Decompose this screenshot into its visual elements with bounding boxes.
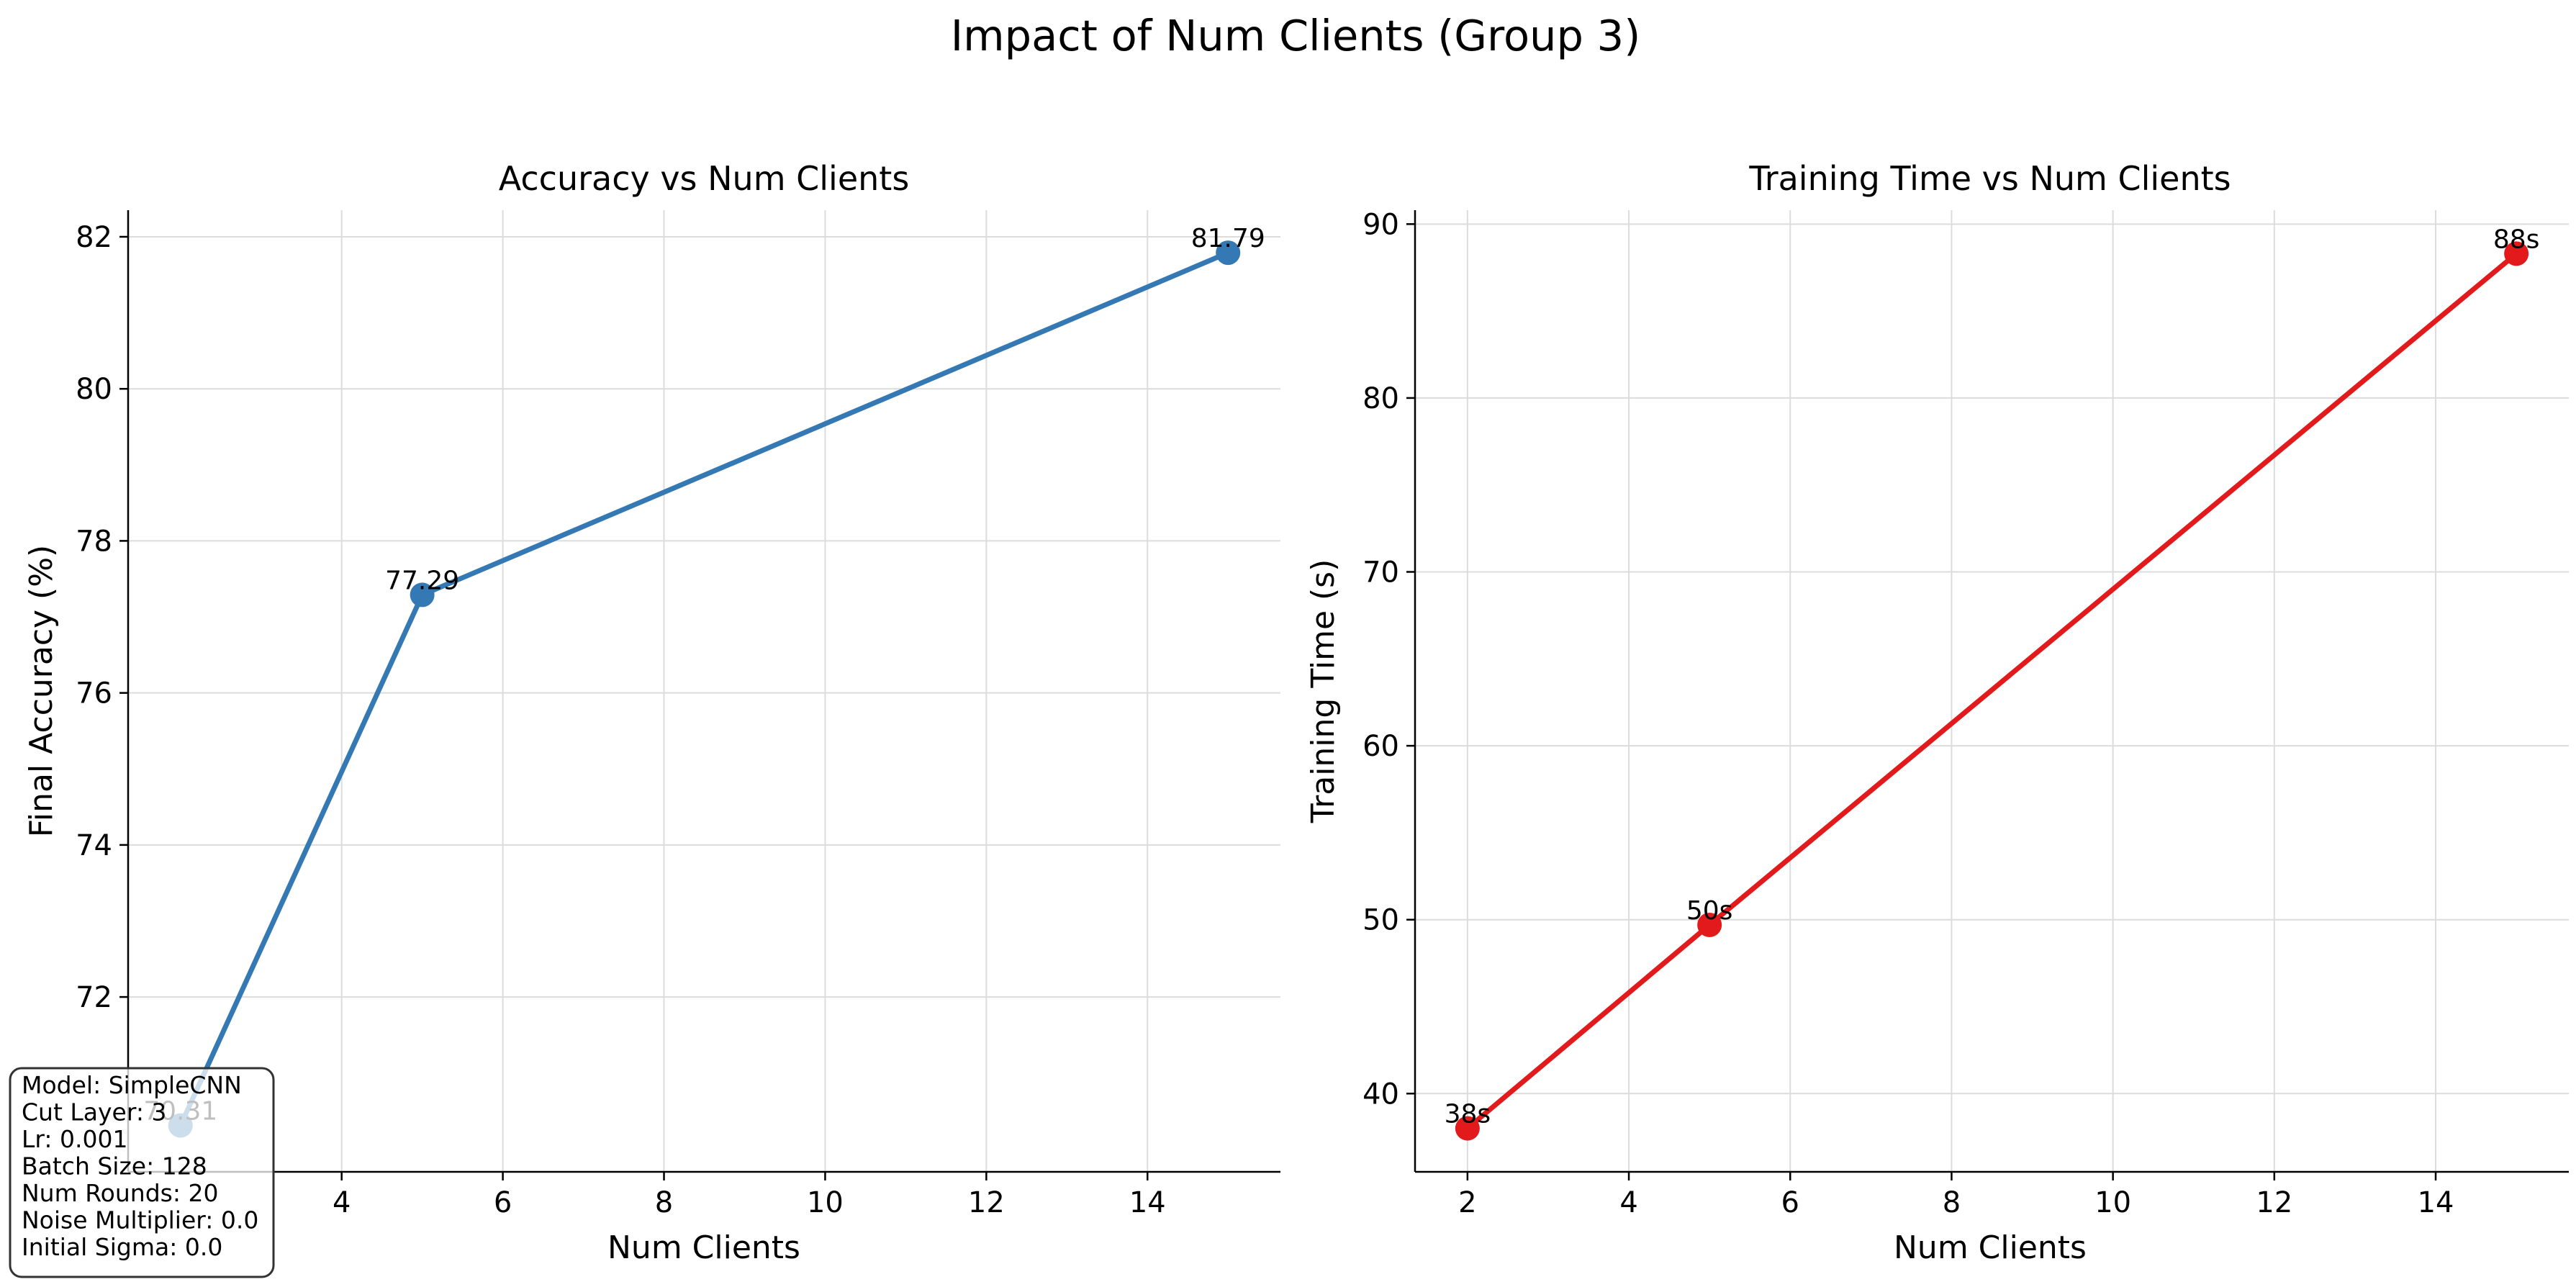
info-box-line: Lr: 0.001 [22, 1125, 127, 1153]
training-time-data-point [1697, 912, 1722, 937]
training-time-x-tick-label: 4 [1619, 1186, 1637, 1219]
accuracy-x-tick-label: 6 [494, 1186, 512, 1219]
training-time-y-tick-label: 70 [1362, 556, 1399, 590]
training-time-data-label: 88s [2493, 225, 2540, 254]
accuracy-y-tick-label: 78 [76, 525, 112, 558]
figure-title: Impact of Num Clients (Group 3) [951, 11, 1640, 60]
info-box-line: Batch Size: 128 [22, 1152, 207, 1180]
accuracy-y-tick-label: 72 [76, 981, 112, 1014]
accuracy-y-tick-label: 82 [76, 221, 112, 254]
training-time-x-tick-label: 6 [1781, 1186, 1799, 1219]
accuracy-x-tick-label: 8 [655, 1186, 673, 1219]
training-time-data-label: 50s [1686, 896, 1733, 926]
training-time-x-axis-label: Num Clients [1894, 1229, 2087, 1266]
training-time-y-tick-label: 80 [1362, 382, 1399, 415]
accuracy-data-point [410, 582, 435, 608]
training-time-y-tick-label: 40 [1362, 1078, 1399, 1111]
accuracy-x-tick-label: 12 [968, 1186, 1005, 1219]
training-time-panel-title: Training Time vs Num Clients [1748, 159, 2231, 198]
training-time-series-line [1465, 250, 2519, 1132]
info-box-line: Initial Sigma: 0.0 [22, 1233, 222, 1261]
info-box-frame [9, 1067, 275, 1278]
info-box-line: Model: SimpleCNN [22, 1071, 242, 1099]
training-time-y-tick-label: 60 [1362, 730, 1399, 763]
accuracy-y-tick-label: 74 [76, 829, 112, 862]
training-time-y-tick-label: 50 [1362, 904, 1399, 937]
training-time-x-tick-label: 2 [1458, 1186, 1476, 1219]
accuracy-y-tick-label: 76 [76, 677, 112, 710]
training-time-x-tick-label: 10 [2094, 1186, 2131, 1219]
accuracy-data-point [1216, 240, 1241, 266]
training-time-data-point [2504, 241, 2529, 266]
training-time-x-tick-label: 12 [2256, 1186, 2292, 1219]
training-time-y-tick-label: 90 [1362, 208, 1399, 241]
accuracy-series-line [178, 250, 1231, 1129]
info-box-line: Cut Layer: 3 [22, 1098, 166, 1126]
training-time-x-tick-label: 14 [2418, 1186, 2454, 1219]
training-time-data-label: 38s [1445, 1100, 1491, 1129]
accuracy-x-tick-label: 10 [807, 1186, 844, 1219]
accuracy-panel-title: Accuracy vs Num Clients [499, 159, 910, 198]
training-time-panel: Training Time vs Num Clients Num Clients… [1305, 159, 2569, 1266]
accuracy-y-axis-label: Final Accuracy (%) [23, 545, 60, 837]
accuracy-x-axis-label: Num Clients [607, 1229, 800, 1266]
accuracy-data-label: 81.79 [1191, 224, 1265, 253]
accuracy-x-tick-label: 4 [333, 1186, 351, 1219]
training-time-data-point [1455, 1116, 1480, 1141]
accuracy-y-tick-label: 80 [76, 373, 112, 406]
training-time-y-axis-label: Training Time (s) [1305, 559, 1342, 824]
training-time-x-tick-label: 8 [1943, 1186, 1961, 1219]
accuracy-data-label: 77.29 [385, 566, 459, 595]
info-box-line: Num Rounds: 20 [22, 1179, 218, 1207]
info-box-line: Noise Multiplier: 0.0 [22, 1206, 258, 1234]
accuracy-x-tick-label: 14 [1129, 1186, 1166, 1219]
